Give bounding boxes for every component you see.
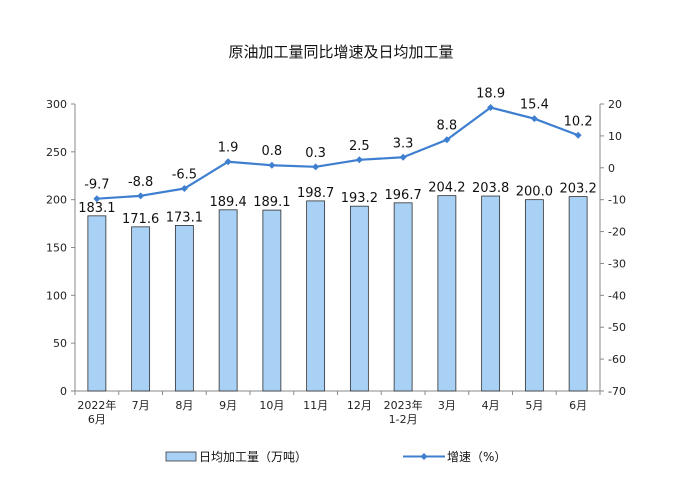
line-path <box>96 106 579 200</box>
line-series: -9.7 -8.8 -6.5 1.9 0.8 0.3 2.5 3.3 8.8 18.9 15.4 10… <box>84 87 593 203</box>
bar <box>174 225 194 392</box>
x-tick-label: 7月 <box>132 399 150 412</box>
y-right-tick-label: 10 <box>608 130 622 143</box>
y-left-tick-label: 50 <box>53 337 67 350</box>
line-point <box>574 131 582 139</box>
x-tick-label: 2023年 <box>384 398 423 412</box>
y-left-tick-label: 150 <box>46 242 67 255</box>
bar <box>481 195 501 392</box>
line-data-label: 0.8 <box>262 144 283 159</box>
y-right-tick-label: 0 <box>608 162 615 175</box>
bar <box>306 200 326 392</box>
y-left-tick-label: 250 <box>46 146 67 159</box>
x-tick-label: 12月 <box>347 399 372 412</box>
x-tick-label: 3月 <box>438 399 456 412</box>
y-left-tick-label: 100 <box>46 289 67 302</box>
bar <box>524 199 544 392</box>
bar-data-label: 196.7 <box>385 188 422 203</box>
bar <box>393 202 413 392</box>
bar-data-label: 204.2 <box>428 181 465 196</box>
bar <box>568 196 588 392</box>
bar <box>349 205 369 392</box>
bar-data-label: 171.6 <box>122 212 159 227</box>
x-tick-label: 9月 <box>219 399 237 412</box>
bar <box>218 209 238 392</box>
line-data-label: 8.8 <box>437 119 458 134</box>
line-point <box>355 156 363 164</box>
chart-title: 原油加工量同比增速及日均加工量 <box>228 43 453 61</box>
x-tick-label: 8月 <box>175 399 193 412</box>
bar-data-label: 198.7 <box>297 186 334 201</box>
line-point <box>399 153 407 161</box>
y-left-tick-label: 200 <box>46 194 67 207</box>
bar-data-label: 183.1 <box>78 201 115 216</box>
x-tick-label: 10月 <box>259 399 284 412</box>
y-right-tick-label: -20 <box>608 226 626 239</box>
x-tick-label: 1-2月 <box>389 413 418 426</box>
y-right-tick-label: -40 <box>608 289 626 302</box>
bar <box>437 195 457 392</box>
bar <box>87 215 107 392</box>
line-data-label: 1.9 <box>218 141 239 156</box>
y-right-tick-label: -60 <box>608 353 626 366</box>
y-left-tick-label: 300 <box>46 98 67 111</box>
bar-data-label: 203.8 <box>472 181 509 196</box>
y-right-tick-label: -70 <box>608 385 626 398</box>
line-data-label: -8.8 <box>128 175 153 190</box>
x-tick-label: 6月 <box>88 413 106 426</box>
x-tick-label: 5月 <box>525 399 543 412</box>
x-tick-label: 2022年 <box>77 398 116 412</box>
legend-bar-swatch <box>165 451 197 462</box>
line-point <box>93 195 101 203</box>
y-right-tick-label: 20 <box>608 98 622 111</box>
line-point <box>312 163 320 171</box>
legend-bar-label: 日均加工量（万吨） <box>199 450 307 464</box>
line-point <box>443 136 451 144</box>
line-data-label: 0.3 <box>305 146 326 161</box>
legend-line-label: 增速（%） <box>447 450 506 464</box>
legend-line-marker <box>420 453 428 460</box>
bar-data-label: 203.2 <box>560 182 597 197</box>
bar-data-label: 189.1 <box>253 195 290 210</box>
bar-data-label: 200.0 <box>516 185 553 200</box>
x-tick-label: 11月 <box>303 399 328 412</box>
bar <box>131 226 151 392</box>
line-data-label: 3.3 <box>393 136 414 151</box>
bar-data-label: 189.4 <box>210 195 247 210</box>
line-point <box>530 115 538 123</box>
line-point <box>487 104 495 112</box>
bar <box>262 209 282 392</box>
line-data-label: -9.7 <box>84 178 109 193</box>
line-data-label: -6.5 <box>172 168 197 183</box>
line-data-label: 10.2 <box>564 114 593 129</box>
line-data-label: 15.4 <box>520 98 549 113</box>
bar-data-label: 173.1 <box>166 210 203 225</box>
y-left-tick-label: 0 <box>60 385 67 398</box>
line-data-label: 2.5 <box>349 139 370 154</box>
line-point <box>224 158 232 166</box>
bar-data-label: 193.2 <box>341 191 378 206</box>
axes: 050100150200250300-70-60-50-40-30-20-100… <box>46 98 626 426</box>
line-point <box>137 192 145 200</box>
y-right-tick-label: -10 <box>608 194 626 207</box>
y-right-tick-label: -30 <box>608 257 626 270</box>
legend: 日均加工量（万吨） 增速（%） <box>165 450 506 464</box>
line-data-label: 18.9 <box>476 87 505 102</box>
bar-series: 183.1 171.6 173.1 189.4 189.1 198.7 193.2 196.7… <box>78 181 597 392</box>
line-point <box>268 161 276 169</box>
x-tick-label: 4月 <box>482 399 500 412</box>
x-tick-label: 6月 <box>569 399 587 412</box>
line-point <box>180 185 188 193</box>
y-right-tick-label: -50 <box>608 321 626 334</box>
